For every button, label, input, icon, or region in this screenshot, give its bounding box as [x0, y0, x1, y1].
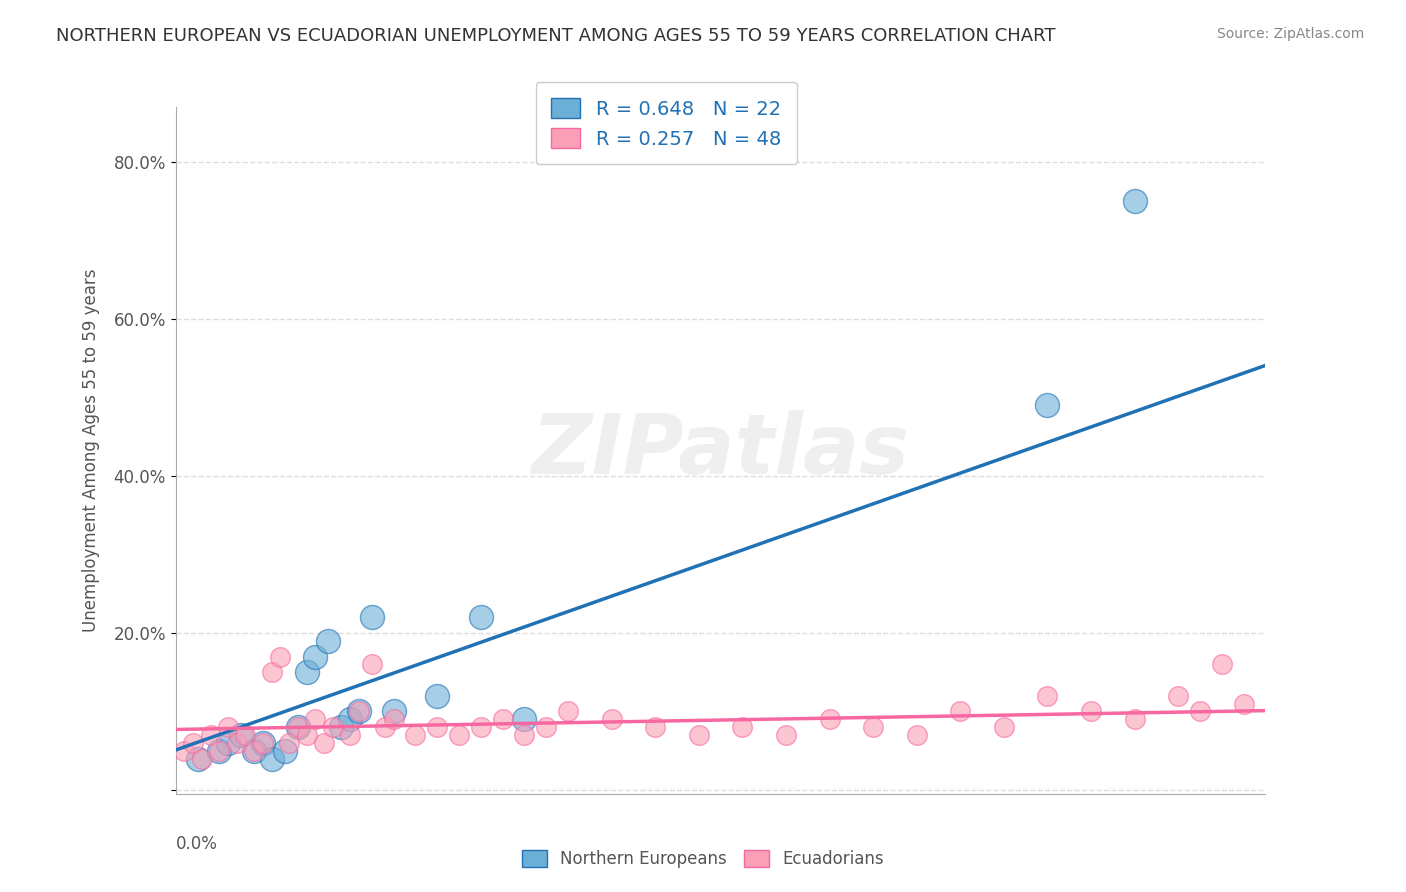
Point	[269, 649, 291, 664]
Text: Source: ZipAtlas.com: Source: ZipAtlas.com	[1216, 27, 1364, 41]
Legend: Northern Europeans, Ecuadorians: Northern Europeans, Ecuadorians	[516, 843, 890, 875]
Point	[243, 744, 266, 758]
Point	[260, 665, 283, 680]
Point	[181, 736, 204, 750]
Point	[243, 744, 266, 758]
Point	[600, 712, 623, 726]
Point	[208, 744, 231, 758]
Point	[191, 751, 214, 765]
Point	[470, 720, 492, 734]
Point	[1036, 689, 1059, 703]
Point	[1167, 689, 1189, 703]
Point	[382, 712, 405, 726]
Text: 0.0%: 0.0%	[176, 835, 218, 853]
Point	[347, 705, 370, 719]
Point	[688, 728, 710, 742]
Point	[426, 720, 449, 734]
Point	[1189, 705, 1212, 719]
Point	[644, 720, 666, 734]
Point	[295, 665, 318, 680]
Point	[862, 720, 884, 734]
Point	[447, 728, 470, 742]
Point	[949, 705, 972, 719]
Point	[1123, 194, 1146, 209]
Point	[304, 649, 326, 664]
Point	[208, 744, 231, 758]
Point	[278, 736, 301, 750]
Point	[1211, 657, 1233, 672]
Point	[347, 705, 370, 719]
Point	[186, 751, 209, 765]
Point	[312, 736, 335, 750]
Point	[731, 720, 754, 734]
Point	[318, 633, 340, 648]
Point	[274, 744, 297, 758]
Point	[557, 705, 579, 719]
Point	[534, 720, 557, 734]
Point	[173, 744, 195, 758]
Point	[260, 751, 283, 765]
Point	[225, 736, 247, 750]
Point	[339, 728, 361, 742]
Point	[1232, 697, 1256, 711]
Point	[235, 728, 257, 742]
Text: ZIPatlas: ZIPatlas	[531, 410, 910, 491]
Point	[775, 728, 797, 742]
Point	[818, 712, 841, 726]
Point	[993, 720, 1015, 734]
Point	[1123, 712, 1146, 726]
Point	[330, 720, 353, 734]
Point	[252, 736, 274, 750]
Point	[360, 610, 382, 624]
Point	[1036, 398, 1059, 412]
Point	[339, 712, 361, 726]
Point	[252, 736, 274, 750]
Point	[217, 720, 239, 734]
Legend: R = 0.648   N = 22, R = 0.257   N = 48: R = 0.648 N = 22, R = 0.257 N = 48	[536, 82, 797, 164]
Point	[360, 657, 382, 672]
Point	[200, 728, 222, 742]
Point	[513, 728, 536, 742]
Point	[217, 736, 239, 750]
Text: NORTHERN EUROPEAN VS ECUADORIAN UNEMPLOYMENT AMONG AGES 55 TO 59 YEARS CORRELATI: NORTHERN EUROPEAN VS ECUADORIAN UNEMPLOY…	[56, 27, 1056, 45]
Point	[470, 610, 492, 624]
Point	[374, 720, 396, 734]
Y-axis label: Unemployment Among Ages 55 to 59 years: Unemployment Among Ages 55 to 59 years	[82, 268, 100, 632]
Point	[905, 728, 928, 742]
Point	[513, 712, 536, 726]
Point	[426, 689, 449, 703]
Point	[295, 728, 318, 742]
Point	[382, 705, 405, 719]
Point	[304, 712, 326, 726]
Point	[322, 720, 344, 734]
Point	[231, 728, 253, 742]
Point	[287, 720, 309, 734]
Point	[287, 720, 309, 734]
Point	[1080, 705, 1102, 719]
Point	[405, 728, 427, 742]
Point	[492, 712, 515, 726]
